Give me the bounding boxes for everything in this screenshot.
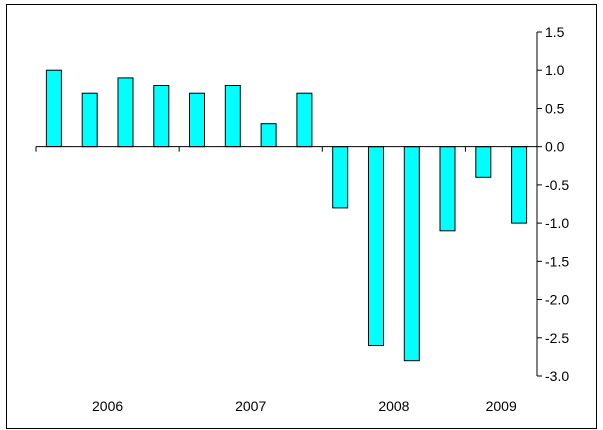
bar (439, 146, 456, 232)
y-tick-label: -0.5 (545, 177, 569, 193)
y-tick-label: -3.0 (545, 368, 569, 384)
bar (368, 146, 384, 346)
y-tick-label: -1.5 (545, 253, 569, 269)
x-tick-label: 2006 (92, 398, 123, 414)
bar (332, 146, 349, 209)
chart-frame: 1.5 1.0 0.5 0.0 -0.5 -1.0 -1.5 -2.0 -2.5 -3.0 200… (6, 4, 597, 429)
x-labels-layer: 2006 2007 2008 2009 (92, 398, 517, 414)
bar-chart: 1.5 1.0 0.5 0.0 -0.5 -1.0 -1.5 -2.0 -2.5 -3.0 200… (35, 24, 569, 414)
bar (475, 146, 492, 178)
y-tick-label: -2.0 (545, 292, 569, 308)
bar (224, 85, 241, 148)
y-tick-label: 1.5 (545, 24, 565, 40)
x-ticks-layer (35, 146, 466, 152)
bar (81, 92, 98, 148)
y-tick-label: -1.0 (545, 215, 569, 231)
bar (403, 146, 420, 362)
bar (153, 85, 170, 148)
x-tick-label: 2007 (235, 398, 266, 414)
bars-layer (45, 69, 528, 362)
bar (117, 77, 134, 148)
x-tick-label: 2009 (486, 398, 517, 414)
x-tick-label: 2008 (378, 398, 409, 414)
y-tick-label: 0.0 (545, 139, 565, 155)
bar (260, 123, 277, 148)
y-tick-label: 1.0 (545, 62, 565, 78)
y-tick-label: 0.5 (545, 100, 565, 116)
y-ticks-layer: 1.5 1.0 0.5 0.0 -0.5 -1.0 -1.5 -2.0 -2.5 -3.0 (537, 24, 569, 384)
bar (189, 92, 205, 148)
bar (296, 92, 313, 148)
bar (45, 69, 62, 148)
y-tick-label: -2.5 (545, 330, 569, 346)
bar (511, 146, 528, 224)
